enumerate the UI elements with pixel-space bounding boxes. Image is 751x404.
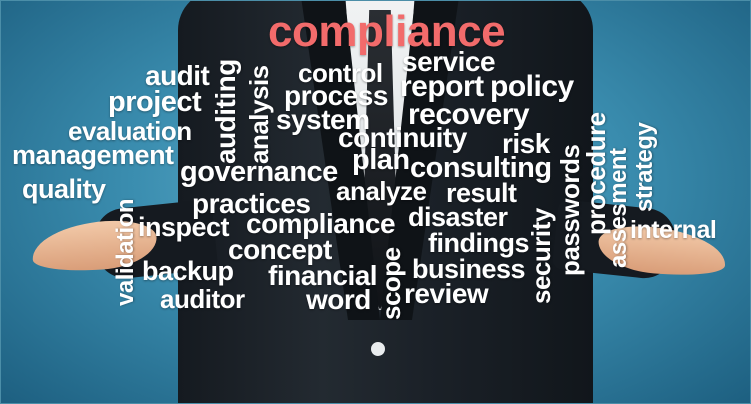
word-practices: practices	[192, 188, 311, 219]
word-concept: concept	[228, 234, 332, 265]
word-backup: backup	[142, 256, 234, 286]
word-internal: internal	[630, 216, 717, 244]
word-word: word	[306, 284, 371, 315]
word-evaluation: evaluation	[68, 116, 192, 146]
word-assesment: assesment	[605, 148, 632, 268]
word-financial: financial	[268, 260, 378, 291]
word-risk: risk	[502, 128, 550, 159]
word-project: project	[108, 86, 202, 118]
word-continuity: continuity	[338, 122, 467, 153]
word-analyze: analyze	[336, 176, 427, 206]
word-inspect: inspect	[138, 212, 230, 242]
word-quality: quality	[22, 174, 106, 204]
word-analysis: analysis	[244, 65, 274, 164]
word-recovery: recovery	[408, 98, 530, 131]
word-report: report	[400, 70, 484, 103]
word-governance: governance	[180, 156, 338, 188]
jacket-button	[371, 342, 385, 356]
word-control: control	[298, 58, 383, 88]
word-plan: plan	[352, 144, 410, 176]
word-system: system	[276, 104, 370, 135]
word-process: process	[284, 80, 388, 111]
word-management: management	[12, 140, 174, 170]
word-compliance-2: compliance	[246, 208, 396, 239]
word-strategy: strategy	[631, 122, 658, 212]
word-consulting: consulting	[410, 152, 552, 184]
word-security: security	[526, 208, 556, 304]
word-audit: audit	[145, 60, 210, 91]
word-disaster: disaster	[408, 202, 508, 232]
word-result: result	[446, 178, 517, 208]
word-scope: scope	[376, 247, 406, 320]
word-service: service	[402, 46, 496, 77]
word-auditor: auditor	[160, 284, 245, 314]
word-review: review	[404, 278, 489, 309]
word-auditing: auditing	[210, 59, 241, 164]
headline-word: compliance	[268, 7, 506, 56]
word-passwords: passwords	[555, 144, 585, 276]
word-findings: findings	[428, 228, 529, 258]
word-validation: validation	[112, 198, 139, 306]
word-policy: policy	[490, 70, 574, 103]
word-business: business	[412, 254, 526, 284]
